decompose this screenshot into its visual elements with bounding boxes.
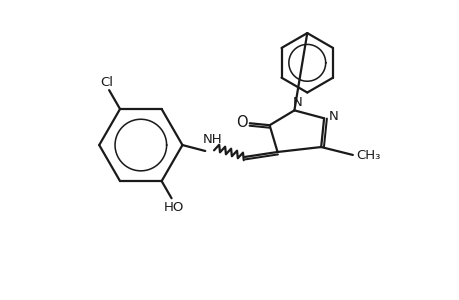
Text: Cl: Cl	[101, 76, 113, 89]
Text: O: O	[235, 115, 247, 130]
Text: N: N	[329, 110, 338, 123]
Text: N: N	[292, 96, 302, 109]
Text: HO: HO	[163, 201, 183, 214]
Text: CH₃: CH₃	[356, 149, 380, 162]
Text: NH: NH	[202, 133, 222, 146]
